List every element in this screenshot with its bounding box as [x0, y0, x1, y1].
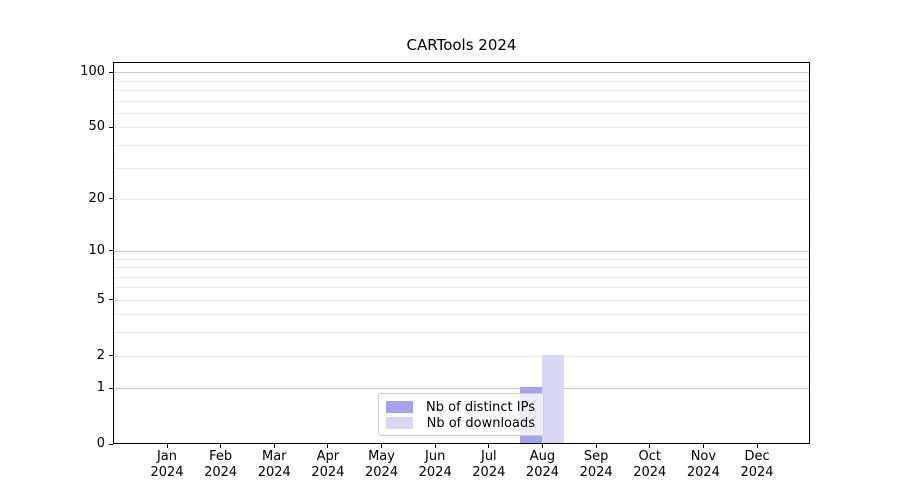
x-tick-year: 2024: [311, 465, 345, 480]
x-tick-label: Jul 2024: [461, 449, 517, 481]
gridline-minor: [114, 90, 809, 92]
x-tick-mark: [649, 444, 651, 448]
y-tick-mark: [109, 126, 113, 128]
x-tick-year: 2024: [204, 465, 238, 480]
x-tick-month: Apr: [316, 449, 340, 464]
gridline-minor: [114, 287, 809, 289]
x-tick-month: Sep: [583, 449, 609, 464]
gridline-minor: [114, 276, 809, 278]
legend-label-distinct-ips: Nb of distinct IPs: [426, 399, 535, 415]
gridline-minor: [114, 332, 809, 334]
y-tick-mark: [109, 387, 113, 389]
y-tick-label: 1: [96, 380, 105, 396]
x-tick-month: Jul: [480, 449, 497, 464]
x-tick-year: 2024: [686, 465, 720, 480]
x-tick-year: 2024: [418, 465, 452, 480]
x-tick-year: 2024: [257, 465, 291, 480]
x-tick-year: 2024: [579, 465, 613, 480]
y-tick-mark: [109, 443, 113, 445]
gridline-minor: [114, 167, 809, 169]
gridline-minor: [114, 299, 809, 301]
x-tick-label: Apr 2024: [300, 449, 356, 481]
x-tick-mark: [434, 444, 436, 448]
x-tick-mark: [595, 444, 597, 448]
chart-title: CARTools 2024: [406, 36, 517, 54]
x-tick-month: Dec: [744, 449, 770, 464]
x-tick-month: Jun: [425, 449, 446, 464]
gridline-major: [114, 72, 809, 74]
y-tick-mark: [109, 299, 113, 301]
x-tick-year: 2024: [525, 465, 560, 480]
plot-area: [113, 62, 810, 444]
x-tick-mark: [702, 444, 704, 448]
x-tick-label: Feb 2024: [193, 449, 249, 481]
y-tick-label: 10: [88, 242, 105, 258]
x-tick-mark: [166, 444, 168, 448]
legend-swatch-downloads: [386, 417, 413, 429]
y-tick-mark: [109, 355, 113, 357]
x-tick-mark: [756, 444, 758, 448]
legend-row-distinct-ips: Nb of distinct IPs: [386, 399, 535, 415]
gridline-minor: [114, 80, 809, 82]
x-tick-month: Nov: [690, 449, 717, 464]
x-tick-month: Jan: [156, 449, 178, 464]
x-tick-month: Oct: [638, 449, 661, 464]
y-tick-label: 0: [96, 436, 105, 451]
x-tick-month: Mar: [262, 449, 287, 464]
x-tick-mark: [381, 444, 383, 448]
y-tick-label: 5: [96, 291, 105, 307]
legend-row-downloads: Nb of downloads: [386, 415, 535, 431]
x-tick-year: 2024: [365, 465, 399, 480]
x-tick-year: 2024: [633, 465, 667, 480]
x-tick-label: May 2024: [354, 449, 410, 481]
x-tick-month: Aug: [529, 449, 556, 464]
x-tick-mark: [273, 444, 275, 448]
y-tick-label: 2: [96, 347, 105, 363]
gridline-minor: [114, 314, 809, 316]
gridline-major: [114, 388, 809, 390]
gridline-minor: [114, 267, 809, 269]
y-tick-mark: [109, 71, 113, 73]
gridline-minor: [114, 258, 809, 260]
x-tick-mark: [220, 444, 222, 448]
gridline-minor: [114, 144, 809, 146]
x-tick-label: Aug 2024: [514, 449, 570, 481]
x-tick-mark: [327, 444, 329, 448]
y-tick-label: 100: [80, 64, 105, 80]
x-tick-year: 2024: [150, 465, 184, 480]
x-tick-label: Oct 2024: [622, 449, 678, 481]
x-tick-label: Mar 2024: [246, 449, 302, 481]
y-tick-label: 20: [88, 190, 105, 206]
gridline-major: [114, 250, 809, 252]
x-tick-label: Jan 2024: [139, 449, 195, 481]
x-tick-label: Jun 2024: [407, 449, 463, 481]
y-tick-mark: [109, 198, 113, 200]
y-tick-label: 50: [88, 119, 105, 135]
gridline-minor: [114, 355, 809, 357]
bar-nb-of-downloads-aug: [542, 354, 565, 443]
gridline-minor: [114, 100, 809, 102]
x-tick-label: Dec 2024: [729, 449, 785, 481]
legend-label-downloads: Nb of downloads: [426, 415, 535, 431]
x-tick-mark: [488, 444, 490, 448]
gridline-minor: [114, 112, 809, 114]
x-tick-year: 2024: [472, 465, 506, 480]
x-tick-mark: [541, 444, 543, 448]
y-tick-mark: [109, 250, 113, 252]
legend-swatch-distinct-ips: [386, 401, 413, 413]
x-tick-label: Nov 2024: [675, 449, 731, 481]
gridline-minor: [114, 127, 809, 129]
x-tick-month: May: [368, 449, 395, 464]
x-tick-month: Feb: [209, 449, 233, 464]
legend: Nb of distinct IPs Nb of downloads: [378, 393, 544, 436]
x-tick-year: 2024: [740, 465, 774, 480]
gridline-minor: [114, 198, 809, 200]
x-tick-label: Sep 2024: [568, 449, 624, 481]
